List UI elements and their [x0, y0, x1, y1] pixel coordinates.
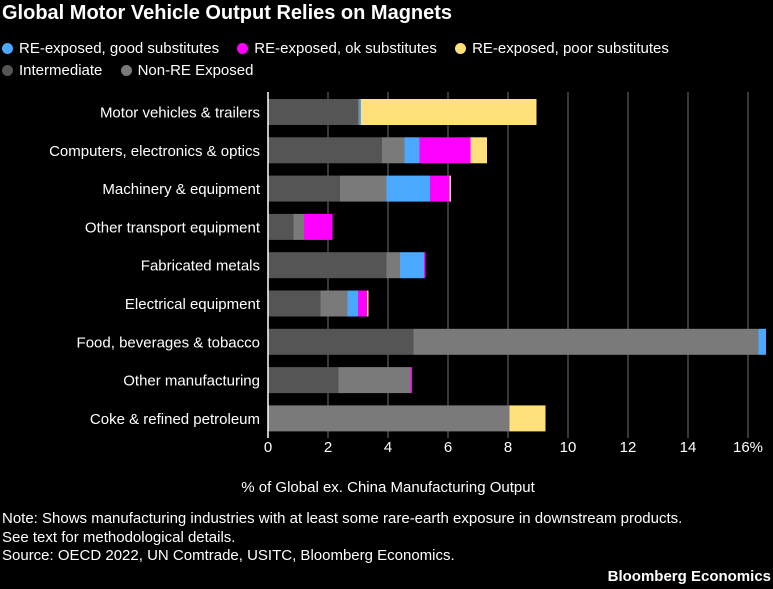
legend-item-intermediate: Intermediate	[2, 60, 102, 82]
bar-segment	[268, 367, 339, 394]
category-label: Other transport equipment	[85, 219, 261, 236]
legend-swatch-good	[2, 43, 13, 54]
legend-label-non-re: Non-RE Exposed	[137, 62, 254, 79]
x-tick-label: 10	[560, 439, 577, 456]
legend-label-good: RE-exposed, good substitutes	[19, 40, 220, 57]
bar-chart: Motor vehicles & trailers Computers, elec…	[49, 92, 766, 496]
footer-notes: Note: Shows manufacturing industries wit…	[2, 510, 773, 566]
bar-segment	[268, 252, 387, 279]
legend-swatch-poor	[455, 43, 467, 54]
bar-segment	[404, 137, 420, 164]
bar-segment	[509, 405, 546, 432]
legend-swatch-non-re	[120, 65, 132, 76]
x-tick-label: 12	[620, 439, 637, 456]
legend-label-ok: RE-exposed, ok substitutes	[254, 40, 437, 57]
legend-label-intermediate: Intermediate	[19, 62, 103, 79]
legend-label-poor: RE-exposed, poor substitutes	[472, 40, 669, 57]
note-line-2: See text for methodological details.	[2, 528, 236, 546]
x-tick-label: 0	[264, 439, 272, 456]
category-label: Motor vehicles & trailers	[100, 105, 260, 122]
legend: RE-exposed, good substitutes RE-exposed,…	[2, 38, 773, 82]
bar-segment	[470, 137, 487, 164]
legend-swatch-intermediate	[2, 65, 13, 76]
category-label: Electrical equipment	[125, 296, 261, 313]
x-tick-label: 8	[504, 439, 512, 456]
bar-segment	[347, 290, 358, 317]
category-label: Food, beverages & tobacco	[77, 334, 260, 351]
bar-segment	[359, 99, 361, 125]
bar-segment	[449, 175, 451, 202]
bar-segment	[293, 213, 304, 240]
bar-segment	[361, 99, 537, 125]
bar-segment	[358, 99, 360, 125]
bar-segment	[268, 137, 382, 164]
legend-row-1: RE-exposed, good substitutes RE-exposed,…	[2, 38, 773, 60]
legend-item-poor-substitutes: RE-exposed, poor substitutes	[455, 38, 669, 60]
bar-segment	[268, 213, 294, 240]
x-tick-label: 6	[444, 439, 452, 456]
brand-logo-text: Bloomberg Economics	[607, 568, 771, 585]
x-tick-label: 4	[384, 439, 392, 456]
x-tick-label: 2	[324, 439, 332, 456]
chart-title: Global Motor Vehicle Output Relies on Ma…	[2, 2, 453, 24]
bar-segment	[758, 328, 766, 355]
bar-segment	[424, 252, 426, 279]
x-axis-label: % of Global ex. China Manufacturing Outp…	[241, 479, 535, 496]
legend-item-ok-substitutes: RE-exposed, ok substitutes	[237, 38, 437, 60]
source-line: Source: OECD 2022, UN Comtrade, USITC, B…	[2, 547, 455, 564]
bar-segment	[340, 175, 387, 202]
bar-segment	[386, 175, 430, 202]
bar-segment	[413, 328, 759, 355]
category-label: Other manufacturing	[123, 373, 260, 390]
bar-segment	[268, 405, 510, 432]
category-label: Machinery & equipment	[102, 181, 260, 198]
note-line-1: Note: Shows manufacturing industries wit…	[2, 510, 683, 527]
category-label: Fabricated metals	[141, 258, 260, 275]
x-tick-label: 14	[680, 439, 697, 456]
legend-row-2: Intermediate Non-RE Exposed	[2, 60, 773, 82]
category-label: Coke & refined petroleum	[90, 411, 260, 428]
bar-segment	[386, 252, 400, 279]
bar-segment	[320, 290, 348, 317]
bar-segment	[338, 367, 411, 394]
bar-segment	[268, 99, 358, 125]
bar-segment	[419, 137, 471, 164]
bar-segment	[268, 290, 321, 317]
bar-segment	[358, 290, 367, 317]
x-tick-label: 16%	[733, 439, 763, 456]
bar-segment	[410, 367, 412, 394]
category-label: Computers, electronics & optics	[49, 143, 260, 160]
legend-item-non-re-exposed: Non-RE Exposed	[120, 60, 254, 82]
legend-item-good-substitutes: RE-exposed, good substitutes	[2, 38, 219, 60]
bar-segment	[268, 175, 340, 202]
bar-segment	[430, 175, 450, 202]
bar-segment	[268, 328, 414, 355]
bar-segment	[367, 290, 369, 317]
legend-swatch-ok	[237, 43, 249, 54]
bar-segment	[382, 137, 405, 164]
bar-segment	[304, 213, 333, 240]
bar-segment	[400, 252, 424, 279]
